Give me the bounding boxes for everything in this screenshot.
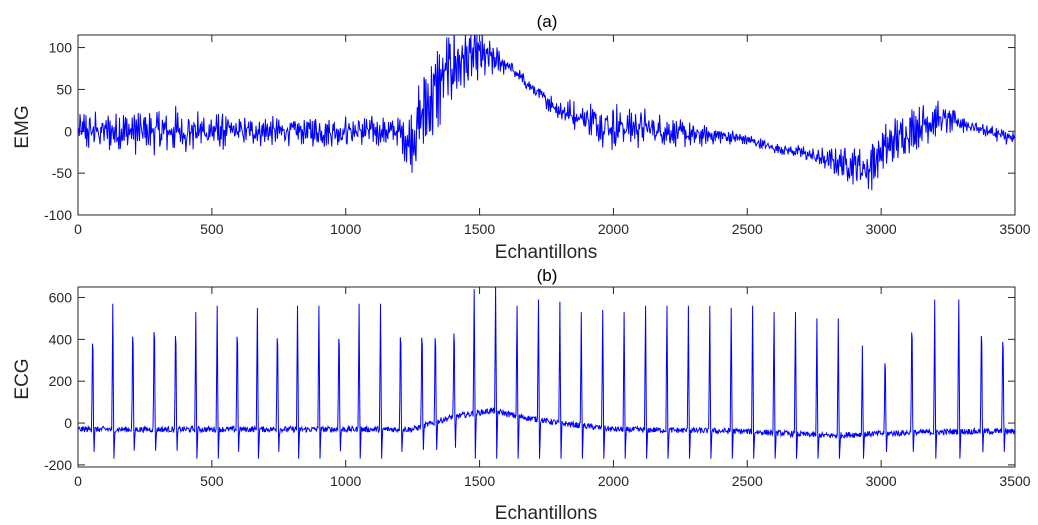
ecg-x-tick-label-5: 2500 bbox=[732, 473, 763, 489]
emg-x-tick-label-7: 3500 bbox=[999, 221, 1030, 237]
ecg-x-tick-label-6: 3000 bbox=[866, 473, 897, 489]
emg-y-tick-label-1: -50 bbox=[52, 165, 72, 181]
ecg-y-tick-label-1: 0 bbox=[64, 415, 72, 431]
ecg-x-tick-label-2: 1000 bbox=[330, 473, 361, 489]
ecg-x-axis-label: Echantillons bbox=[495, 503, 597, 524]
emg-y-tick-label-3: 50 bbox=[56, 81, 72, 97]
ecg-y-axis-label: ECG bbox=[12, 358, 33, 399]
emg-y-axis-label: EMG bbox=[12, 105, 33, 148]
ecg-x-tick-label-0: 0 bbox=[74, 473, 82, 489]
emg-y-tick-label-2: 0 bbox=[64, 123, 72, 139]
ecg-axes-box bbox=[77, 286, 1016, 468]
emg-y-ticks: -100 -50 0 50 100 bbox=[44, 40, 1015, 223]
ecg-x-tick-label-1: 500 bbox=[200, 473, 224, 489]
emg-x-tick-label-4: 2000 bbox=[598, 221, 629, 237]
ecg-x-ticks: 0 500 1000 1500 2000 2500 3000 3500 bbox=[74, 287, 1031, 489]
emg-series bbox=[78, 35, 1015, 191]
ecg-x-tick-label-4: 2000 bbox=[598, 473, 629, 489]
ecg-panel-title: (b) bbox=[537, 266, 558, 285]
ecg-y-tick-label-3: 400 bbox=[49, 331, 73, 347]
emg-x-axis-label: Echantillons bbox=[495, 242, 597, 263]
emg-axes-box bbox=[77, 34, 1016, 216]
ecg-x-tick-label-3: 1500 bbox=[464, 473, 495, 489]
emg-panel-title: (a) bbox=[537, 12, 558, 31]
emg-x-tick-label-6: 3000 bbox=[866, 221, 897, 237]
ecg-y-tick-label-4: 600 bbox=[49, 289, 73, 305]
emg-x-tick-label-5: 2500 bbox=[732, 221, 763, 237]
emg-x-tick-label-0: 0 bbox=[74, 221, 82, 237]
ecg-signal-line bbox=[78, 287, 1015, 459]
ecg-y-tick-label-2: 200 bbox=[49, 373, 73, 389]
ecg-y-ticks: -200 0 200 400 600 bbox=[44, 289, 1015, 473]
emg-y-tick-label-0: -100 bbox=[44, 207, 72, 223]
ecg-y-tick-label-0: -200 bbox=[44, 457, 72, 473]
emg-x-tick-label-1: 500 bbox=[200, 221, 224, 237]
emg-x-tick-label-2: 1000 bbox=[330, 221, 361, 237]
ecg-series bbox=[78, 287, 1015, 459]
ecg-x-tick-label-7: 3500 bbox=[999, 473, 1030, 489]
emg-x-ticks: 0 500 1000 1500 2000 2500 3000 3500 bbox=[74, 35, 1031, 237]
emg-y-tick-label-4: 100 bbox=[49, 40, 73, 56]
emg-x-tick-label-3: 1500 bbox=[464, 221, 495, 237]
emg-signal-line bbox=[78, 35, 1015, 191]
emg-panel: (a) -100 -50 0 50 100 0 500 1000 1500 2000 2500 30… bbox=[12, 12, 1031, 263]
